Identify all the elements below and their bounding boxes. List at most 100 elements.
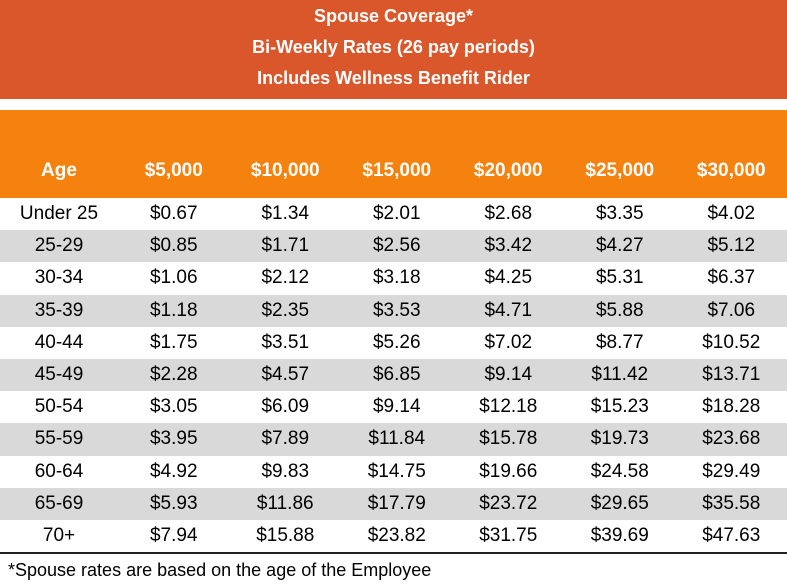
rate-cell: $11.86 <box>229 487 341 520</box>
rate-cell: $15.23 <box>590 396 649 418</box>
rate-cell: $15.88 <box>256 524 315 546</box>
note: Includes Wellness Benefit Rider <box>257 68 530 88</box>
rate-cell: $3.53 <box>341 294 453 327</box>
rate-cell: $7.02 <box>484 331 533 353</box>
column-header: Age <box>0 110 118 198</box>
rate-cell: $9.14 <box>372 396 421 418</box>
rate-cell: $6.09 <box>261 396 310 418</box>
rate-cell: $12.18 <box>479 396 538 418</box>
rate-cell: $24.58 <box>590 460 649 482</box>
header: Spouse Coverage* Bi-Weekly Rates (26 pay… <box>0 0 787 99</box>
rate-cell: $10.52 <box>702 331 761 353</box>
age-cell: 60-64 <box>34 460 84 482</box>
rate-cell: $31.75 <box>479 524 538 546</box>
rate-cell: $23.82 <box>367 524 426 546</box>
rate-cell: $2.68 <box>484 203 533 225</box>
age-cell: 40-44 <box>34 331 84 353</box>
rate-cell: $2.35 <box>229 294 341 327</box>
subtitle: Bi-Weekly Rates (26 pay periods) <box>252 37 535 57</box>
column-header: $30,000 <box>675 110 787 198</box>
rate-cell: $5.93 <box>118 487 230 520</box>
rate-cell: $29.65 <box>564 487 676 520</box>
rate-cell: $4.92 <box>149 460 198 482</box>
title: Spouse Coverage* <box>313 6 474 26</box>
rate-cell: $15.78 <box>452 423 564 456</box>
footnote: *Spouse rates are based on the age of th… <box>8 560 432 580</box>
rate-cell: $3.42 <box>452 230 564 263</box>
age-cell: 35-39 <box>0 294 118 327</box>
rate-cell: $3.35 <box>595 203 644 225</box>
rate-cell: $1.06 <box>149 267 198 289</box>
age-cell: 70+ <box>42 524 76 546</box>
column-header: $20,000 <box>452 110 564 198</box>
table-row: 45-49 $2.28 $4.57 $6.85 $9.14 $11.42 $13.71 <box>0 358 787 392</box>
rate-cell: $4.71 <box>452 294 564 327</box>
rate-cell: $23.68 <box>675 423 787 456</box>
rate-cell: $5.88 <box>564 294 676 327</box>
table-row: 65-69 $5.93 $11.86 $17.79 $23.72 $29.65 $35.58 <box>0 487 787 520</box>
rate-cell: $4.02 <box>707 203 756 225</box>
table-row: Under 25 $0.67 $1.34 $2.01 $2.68 $3.35 $4.02 <box>0 198 787 230</box>
rate-cell: $39.69 <box>590 524 649 546</box>
header-row: Age $5,000 $10,000 $15,000 $20,000 $25,000 $30… <box>0 110 787 198</box>
age-cell: 25-29 <box>0 230 118 263</box>
rate-cell: $35.58 <box>675 487 787 520</box>
rate-cell: $47.63 <box>702 524 761 546</box>
rate-cell: $1.18 <box>118 294 230 327</box>
rate-cell: $0.85 <box>118 230 230 263</box>
rate-cell: $7.94 <box>149 524 198 546</box>
rate-cell: $5.31 <box>595 267 644 289</box>
rate-cell: $4.25 <box>484 267 533 289</box>
table-row: 50-54 $3.05 $6.09 $9.14 $12.18 $15.23 $18.28 <box>0 391 787 423</box>
column-header: $10,000 <box>229 110 341 198</box>
rate-cell: $23.72 <box>452 487 564 520</box>
rate-cell: $1.34 <box>261 203 310 225</box>
rate-cell: $3.05 <box>149 396 198 418</box>
age-cell: Under 25 <box>19 203 99 225</box>
table-row: 30-34 $1.06 $2.12 $3.18 $4.25 $5.31 $6.37 <box>0 262 787 294</box>
table-row: 40-44 $1.75 $3.51 $5.26 $7.02 $8.77 $10.52 <box>0 327 787 359</box>
table-row: 70+ $7.94 $15.88 $23.82 $31.75 $39.69 $47.63 <box>0 520 787 553</box>
rate-cell: $6.85 <box>341 358 453 392</box>
rate-cell: $8.77 <box>595 331 644 353</box>
table-row: 35-39 $1.18 $2.35 $3.53 $4.71 $5.88 $7.06 <box>0 294 787 327</box>
rate-cell: $1.75 <box>149 331 198 353</box>
rate-cell: $3.18 <box>372 267 421 289</box>
rate-cell: $5.12 <box>675 230 787 263</box>
table-row: 25-29 $0.85 $1.71 $2.56 $3.42 $4.27 $5.12 <box>0 230 787 263</box>
age-cell: 55-59 <box>0 423 118 456</box>
age-cell: 65-69 <box>0 487 118 520</box>
rate-cell: $4.57 <box>229 358 341 392</box>
rate-cell: $7.06 <box>675 294 787 327</box>
rate-cell: $1.71 <box>229 230 341 263</box>
age-cell: 50-54 <box>34 396 84 418</box>
column-header: $15,000 <box>341 110 453 198</box>
table-body: Under 25 $0.67 $1.34 $2.01 $2.68 $3.35 $4.02 25… <box>0 198 787 554</box>
rate-cell: $13.71 <box>675 358 787 392</box>
age-cell: 45-49 <box>0 358 118 392</box>
rate-cell: $19.73 <box>564 423 676 456</box>
rate-cell: $6.37 <box>707 267 756 289</box>
rate-cell: $14.75 <box>367 460 426 482</box>
rate-cell: $11.42 <box>564 358 676 392</box>
rate-cell: $5.26 <box>372 331 421 353</box>
rate-cell: $9.83 <box>261 460 310 482</box>
rate-cell: $9.14 <box>452 358 564 392</box>
column-header: $25,000 <box>564 110 676 198</box>
rate-cell: $2.01 <box>372 203 421 225</box>
column-header: $5,000 <box>118 110 230 198</box>
rate-cell: $7.89 <box>229 423 341 456</box>
age-cell: 30-34 <box>34 267 84 289</box>
rate-table: Age $5,000 $10,000 $15,000 $20,000 $25,000 $30… <box>0 110 787 554</box>
rate-cell: $29.49 <box>702 460 761 482</box>
rate-cell: $4.27 <box>564 230 676 263</box>
rate-cell: $17.79 <box>341 487 453 520</box>
rate-cell: $2.12 <box>261 267 310 289</box>
rate-cell: $19.66 <box>479 460 538 482</box>
rate-cell: $2.56 <box>341 230 453 263</box>
rate-cell: $0.67 <box>149 203 198 225</box>
rate-cell: $3.95 <box>118 423 230 456</box>
rate-cell: $18.28 <box>702 396 761 418</box>
table-row: 60-64 $4.92 $9.83 $14.75 $19.66 $24.58 $29.49 <box>0 456 787 488</box>
